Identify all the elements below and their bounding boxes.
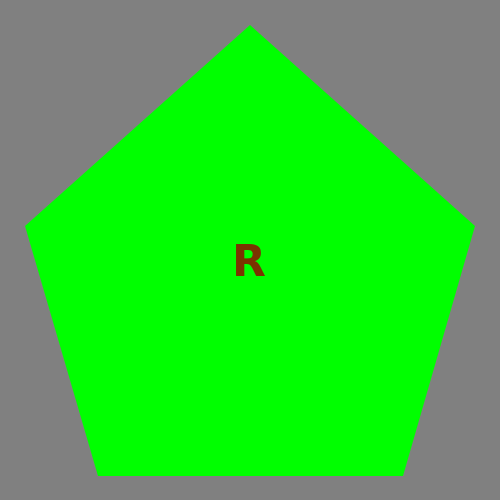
pentagon-shape [25,25,475,476]
pentagon-letter: R [232,236,266,287]
